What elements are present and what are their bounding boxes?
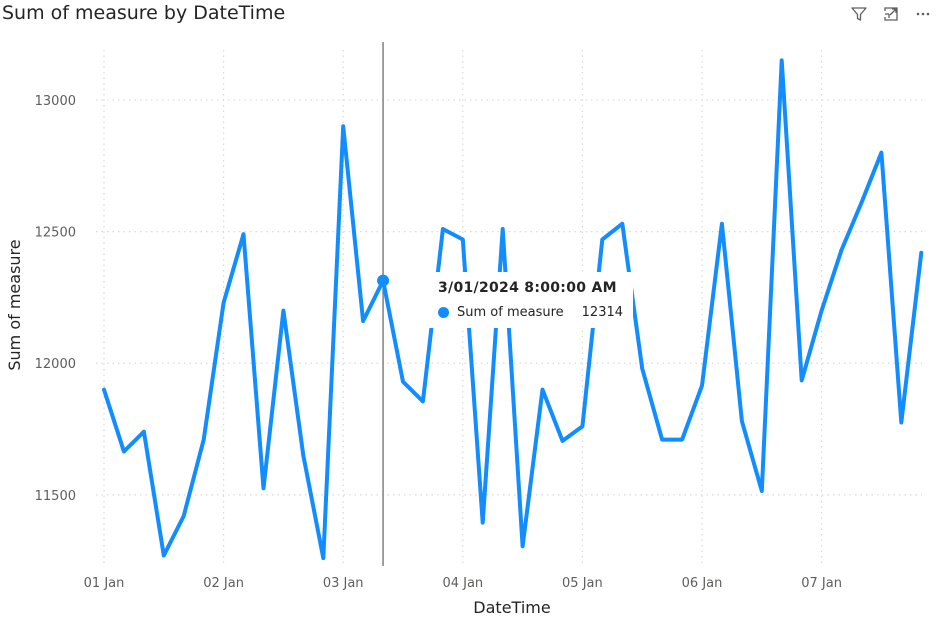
tooltip-row: Sum of measure 12314 [438, 305, 623, 320]
visual-header-icons [849, 4, 933, 24]
tooltip-series-label: Sum of measure [457, 305, 564, 320]
x-tick-label: 03 Jan [323, 576, 364, 591]
y-axis-title: Sum of measure [5, 239, 24, 370]
chart-title: Sum of measure by DateTime [2, 2, 286, 24]
x-tick-label: 05 Jan [562, 576, 603, 591]
tooltip: 3/01/2024 8:00:00 AM Sum of measure 1231… [428, 272, 634, 328]
x-tick-label: 02 Jan [203, 576, 244, 591]
y-tick-label: 12500 [35, 226, 76, 241]
highlighted-data-point[interactable] [377, 274, 390, 287]
x-tick-label: 07 Jan [801, 576, 842, 591]
focus-mode-icon[interactable] [881, 4, 901, 24]
x-tick-label: 06 Jan [682, 576, 723, 591]
x-axis-title: DateTime [473, 598, 550, 617]
series-color-dot [438, 307, 449, 318]
tooltip-value: 12314 [581, 305, 624, 320]
y-tick-label: 13000 [35, 94, 76, 109]
y-axis-ticks: 11500 12000 12500 13000 [35, 94, 76, 504]
more-options-icon[interactable] [913, 4, 933, 24]
x-tick-label: 04 Jan [442, 576, 483, 591]
tooltip-title: 3/01/2024 8:00:00 AM [438, 280, 617, 296]
y-tick-label: 11500 [35, 489, 76, 504]
y-tick-label: 12000 [35, 357, 76, 372]
x-axis-ticks: 01 Jan 02 Jan 03 Jan 04 Jan 05 Jan 06 Jan 07 J… [84, 576, 842, 591]
x-tick-label: 01 Jan [84, 576, 125, 591]
series-line-sum-of-measure[interactable] [102, 58, 924, 561]
filter-icon[interactable] [849, 4, 869, 24]
